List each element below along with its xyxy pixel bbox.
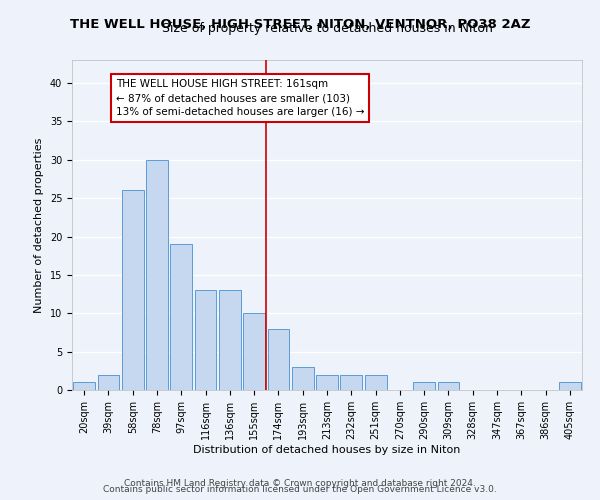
Bar xyxy=(292,367,314,390)
Bar xyxy=(170,244,192,390)
Text: Contains HM Land Registry data © Crown copyright and database right 2024.: Contains HM Land Registry data © Crown c… xyxy=(124,478,476,488)
Bar xyxy=(340,374,362,390)
Text: Contains public sector information licensed under the Open Government Licence v3: Contains public sector information licen… xyxy=(103,485,497,494)
Bar xyxy=(268,328,289,390)
Y-axis label: Number of detached properties: Number of detached properties xyxy=(34,138,44,312)
Bar xyxy=(219,290,241,390)
Bar xyxy=(365,374,386,390)
Bar xyxy=(194,290,217,390)
Bar xyxy=(97,374,119,390)
Bar xyxy=(316,374,338,390)
Bar xyxy=(146,160,168,390)
Bar xyxy=(73,382,95,390)
Title: Size of property relative to detached houses in Niton: Size of property relative to detached ho… xyxy=(161,22,493,35)
X-axis label: Distribution of detached houses by size in Niton: Distribution of detached houses by size … xyxy=(193,444,461,454)
Text: THE WELL HOUSE HIGH STREET: 161sqm
← 87% of detached houses are smaller (103)
13: THE WELL HOUSE HIGH STREET: 161sqm ← 87%… xyxy=(116,79,364,117)
Bar xyxy=(437,382,460,390)
Text: THE WELL HOUSE, HIGH STREET, NITON, VENTNOR, PO38 2AZ: THE WELL HOUSE, HIGH STREET, NITON, VENT… xyxy=(70,18,530,30)
Bar xyxy=(413,382,435,390)
Bar xyxy=(243,314,265,390)
Bar xyxy=(122,190,143,390)
Bar xyxy=(559,382,581,390)
